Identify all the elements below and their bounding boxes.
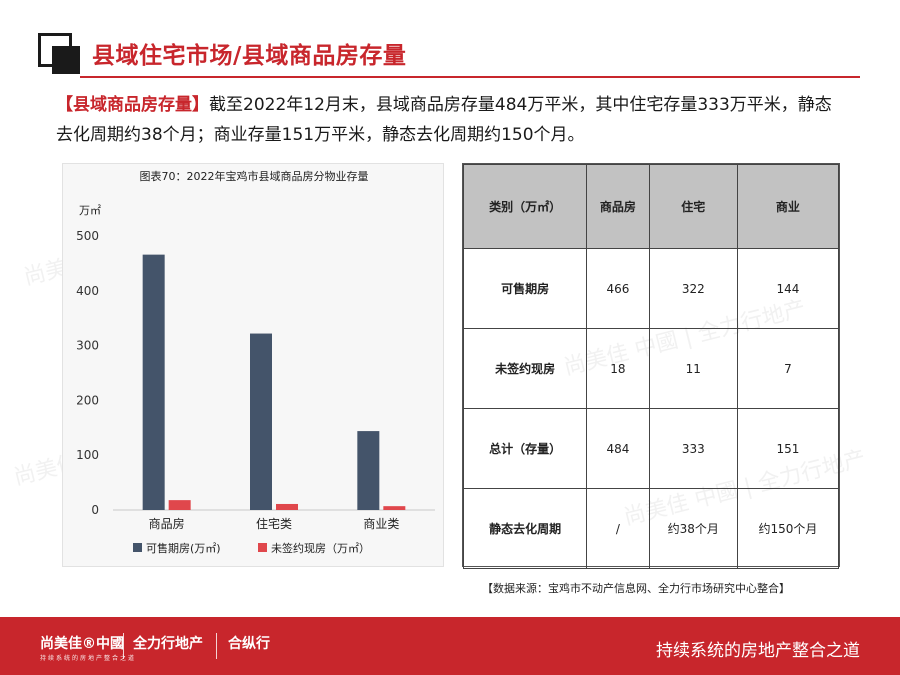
footer-brand: 尚美佳®中國	[40, 633, 124, 653]
footer-brand-subtitle: 持续系统的房地产整合之道	[40, 655, 137, 662]
table-row: 静态去化周期 / 约38个月 约150个月	[462, 488, 840, 569]
table-row: 未签约现房 18 11 7	[462, 328, 840, 409]
table-cell: 466	[586, 248, 650, 329]
title-mark-fill	[52, 46, 80, 74]
x-category-label: 商品房	[149, 516, 185, 531]
table-header-cell: 住宅	[648, 164, 738, 249]
table-cell: 484	[586, 408, 650, 489]
bar-primary	[357, 431, 380, 510]
table-cell: 144	[736, 248, 840, 329]
table-cell: /	[586, 488, 650, 569]
summary-text: 截至2022年12月末，县域商品房存量484万平米，其中住宅存量333万平米，静…	[56, 95, 832, 145]
bar-primary	[250, 333, 272, 510]
footer-brand-2: 全力行地产	[133, 636, 203, 652]
table-cell: 18	[586, 328, 650, 409]
table-header-cell: 商品房	[586, 164, 650, 249]
bar-secondary	[276, 503, 298, 510]
bar-primary	[142, 254, 165, 510]
footer-slogan: 持续系统的房地产整合之道	[656, 641, 860, 661]
table-row-label: 可售期房	[462, 248, 588, 329]
data-source-note: 【数据来源：宝鸡市不动产信息网、全力行市场研究中心整合】	[482, 582, 790, 595]
table-row-label: 未签约现房	[462, 328, 588, 409]
footer-brand-3: 合纵行	[228, 636, 270, 652]
table-cell: 约38个月	[648, 488, 738, 569]
footer-brand: 全力行地产	[133, 633, 203, 653]
y-axis-unit-label: 万㎡	[79, 204, 101, 217]
chart-title: 图表70：2022年宝鸡市县域商品房分物业存量	[140, 169, 369, 183]
table-header-cell: 商业	[736, 164, 840, 249]
y-tick-label: 0	[91, 503, 99, 517]
footer-brand: 合纵行	[228, 633, 270, 653]
footer-separator	[216, 633, 217, 659]
stock-bar-chart: 图表70：2022年宝鸡市县域商品房分物业存量万㎡ 0 100 200 300 400 50…	[62, 163, 444, 567]
table-row-label: 静态去化周期	[462, 488, 588, 569]
footer-brand-1: 尚美佳®中國	[40, 636, 124, 652]
bar-secondary	[168, 500, 191, 510]
footer-bar: 尚美佳®中國 全力行地产 合纵行 持续系统的房地产整合之道 持续系统的房地产整合…	[0, 617, 900, 675]
table-row: 总计（存量） 484 333 151	[462, 408, 840, 489]
table-cell: 约150个月	[736, 488, 840, 569]
summary-paragraph: 【县域商品房存量】截至2022年12月末，县域商品房存量484万平米，其中住宅存…	[56, 90, 846, 150]
y-tick-label: 500	[76, 229, 99, 243]
x-category-label: 商业类	[363, 516, 399, 531]
legend-label: 可售期房(万㎡)	[146, 541, 221, 555]
footer-separator	[123, 633, 124, 659]
table-cell: 322	[648, 248, 738, 329]
legend-label: 未签约现房（万㎡）	[271, 541, 370, 555]
summary-tag: 【县域商品房存量】	[56, 95, 209, 115]
table-cell: 7	[736, 328, 840, 409]
table-row-label: 总计（存量）	[462, 408, 588, 489]
stock-table-grid: 类别（万㎡） 商品房 住宅 商业 可售期房 466 322 144 未签约现房 …	[462, 164, 840, 569]
table-header-cell: 类别（万㎡）	[462, 164, 588, 249]
page-title: 县域住宅市场/县域商品房存量	[92, 43, 407, 69]
y-tick-label: 300	[76, 339, 99, 353]
table-cell: 11	[648, 328, 738, 409]
bar-secondary	[383, 506, 406, 510]
stock-table: 类别（万㎡） 商品房 住宅 商业 可售期房 466 322 144 未签约现房 …	[462, 163, 840, 569]
x-category-label: 住宅类	[256, 516, 292, 531]
y-tick-label: 100	[76, 448, 99, 462]
legend-swatch	[258, 543, 267, 552]
table-header-row: 类别（万㎡） 商品房 住宅 商业	[462, 164, 840, 249]
y-tick-label: 400	[76, 284, 99, 298]
title-divider	[80, 76, 860, 78]
table-cell: 333	[648, 408, 738, 489]
legend-swatch	[133, 543, 142, 552]
y-tick-label: 200	[76, 393, 99, 407]
table-row: 可售期房 466 322 144	[462, 248, 840, 329]
table-cell: 151	[736, 408, 840, 489]
